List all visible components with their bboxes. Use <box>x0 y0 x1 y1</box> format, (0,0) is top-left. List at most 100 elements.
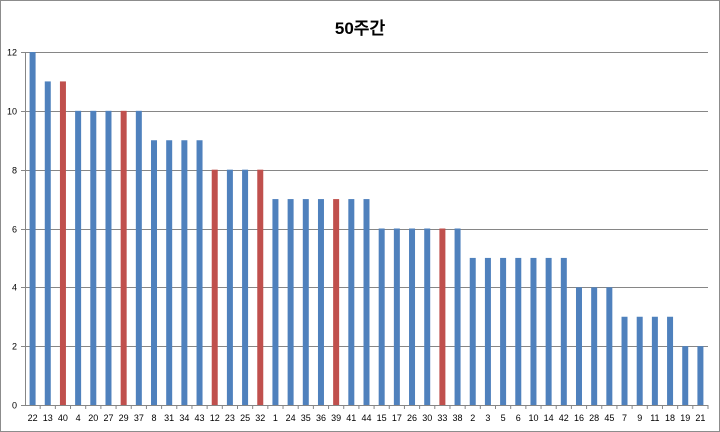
y-tick-label: 4 <box>12 283 17 293</box>
bar-27 <box>105 110 112 405</box>
x-tick-label: 16 <box>574 413 584 423</box>
x-tick-label: 19 <box>680 413 690 423</box>
x-tick-label: 39 <box>331 413 341 423</box>
bar-3 <box>484 257 491 405</box>
bar-8 <box>151 140 158 405</box>
x-tick-label: 31 <box>164 413 174 423</box>
bar-7 <box>621 316 628 405</box>
bar-44 <box>363 199 370 405</box>
bar-22 <box>29 52 36 405</box>
bar-6 <box>515 257 522 405</box>
chart-title: 50주간 <box>335 19 386 38</box>
x-tick-label: 17 <box>392 413 402 423</box>
x-tick-label: 43 <box>195 413 205 423</box>
bar-35 <box>302 199 309 405</box>
x-tick-label: 25 <box>240 413 250 423</box>
bar-17 <box>393 228 400 405</box>
bar-24 <box>287 199 294 405</box>
bar-34 <box>181 140 188 405</box>
x-tick-label: 22 <box>28 413 38 423</box>
x-tick-label: 21 <box>695 413 705 423</box>
x-tick-label: 3 <box>485 413 490 423</box>
bar-18 <box>667 316 674 405</box>
bar-43 <box>196 140 203 405</box>
x-tick-label: 20 <box>88 413 98 423</box>
x-tick-label: 38 <box>453 413 463 423</box>
bar-30 <box>424 228 431 405</box>
x-tick-label: 35 <box>301 413 311 423</box>
bar-21 <box>697 346 704 405</box>
x-tick-label: 27 <box>103 413 113 423</box>
bar-2 <box>469 257 476 405</box>
bar-36 <box>317 199 324 405</box>
x-tick-label: 29 <box>119 413 129 423</box>
bar-28 <box>591 287 598 405</box>
y-tick-labels: 0 2 4 6 8 10 12 <box>7 48 17 411</box>
bar-14 <box>545 257 552 405</box>
bar-23 <box>226 169 233 405</box>
x-tick-label: 44 <box>361 413 371 423</box>
x-tick-label: 42 <box>559 413 569 423</box>
x-tick-label: 40 <box>58 413 68 423</box>
bar-9 <box>636 316 643 405</box>
bar-26 <box>409 228 416 405</box>
bar-37 <box>135 110 142 405</box>
x-tick-label: 12 <box>210 413 220 423</box>
x-tick-labels: 22 13 40 4 20 27 29 37 8 31 34 43 12 23 25 32 1 24 35 36 39 4… <box>28 413 706 423</box>
x-tick-label: 9 <box>637 413 642 423</box>
y-tick-label: 0 <box>12 401 17 411</box>
bar-4 <box>75 110 82 405</box>
bar-42 <box>560 257 567 405</box>
y-tick-label: 8 <box>12 166 17 176</box>
x-tick-label: 28 <box>589 413 599 423</box>
bar-39 <box>333 199 340 405</box>
x-tick-label: 11 <box>650 413 659 423</box>
bar-32 <box>257 169 264 405</box>
bar-13 <box>44 81 51 406</box>
x-tick-label: 8 <box>152 413 157 423</box>
x-tick-label: 45 <box>604 413 614 423</box>
x-tick-label: 5 <box>501 413 506 423</box>
x-tick-label: 6 <box>516 413 521 423</box>
bar-19 <box>682 346 689 405</box>
x-tick-label: 13 <box>43 413 53 423</box>
x-tick-label: 30 <box>422 413 432 423</box>
x-tick-label: 10 <box>528 413 538 423</box>
x-tick-label: 4 <box>76 413 81 423</box>
x-tick-label: 1 <box>273 413 278 423</box>
x-tick-label: 14 <box>544 413 554 423</box>
axes <box>21 52 709 409</box>
x-tick-label: 18 <box>665 413 675 423</box>
x-tick-label: 24 <box>286 413 296 423</box>
bar-12 <box>211 169 218 405</box>
y-tick-label: 10 <box>7 107 17 117</box>
x-tick-label: 15 <box>377 413 387 423</box>
x-tick-label: 36 <box>316 413 326 423</box>
bar-33 <box>439 228 446 405</box>
bar-15 <box>378 228 385 405</box>
x-tick-label: 34 <box>179 413 189 423</box>
bar-41 <box>348 199 355 405</box>
bar-16 <box>575 287 582 405</box>
x-tick-label: 23 <box>225 413 235 423</box>
x-tick-label: 33 <box>437 413 447 423</box>
x-tick-label: 7 <box>622 413 627 423</box>
bar-20 <box>90 110 97 405</box>
bar-25 <box>242 169 249 405</box>
bar-45 <box>606 287 613 405</box>
x-tick-label: 26 <box>407 413 417 423</box>
bar-10 <box>530 257 537 405</box>
y-tick-label: 12 <box>7 48 17 58</box>
x-tick-label: 41 <box>346 413 356 423</box>
y-tick-label: 6 <box>12 225 17 235</box>
x-tick-label: 2 <box>470 413 475 423</box>
bar-31 <box>166 140 173 405</box>
bar-1 <box>272 199 279 405</box>
x-tick-label: 32 <box>255 413 265 423</box>
bar-38 <box>454 228 461 405</box>
bar-29 <box>120 110 127 405</box>
bars <box>29 52 704 406</box>
x-tick-label: 37 <box>134 413 144 423</box>
